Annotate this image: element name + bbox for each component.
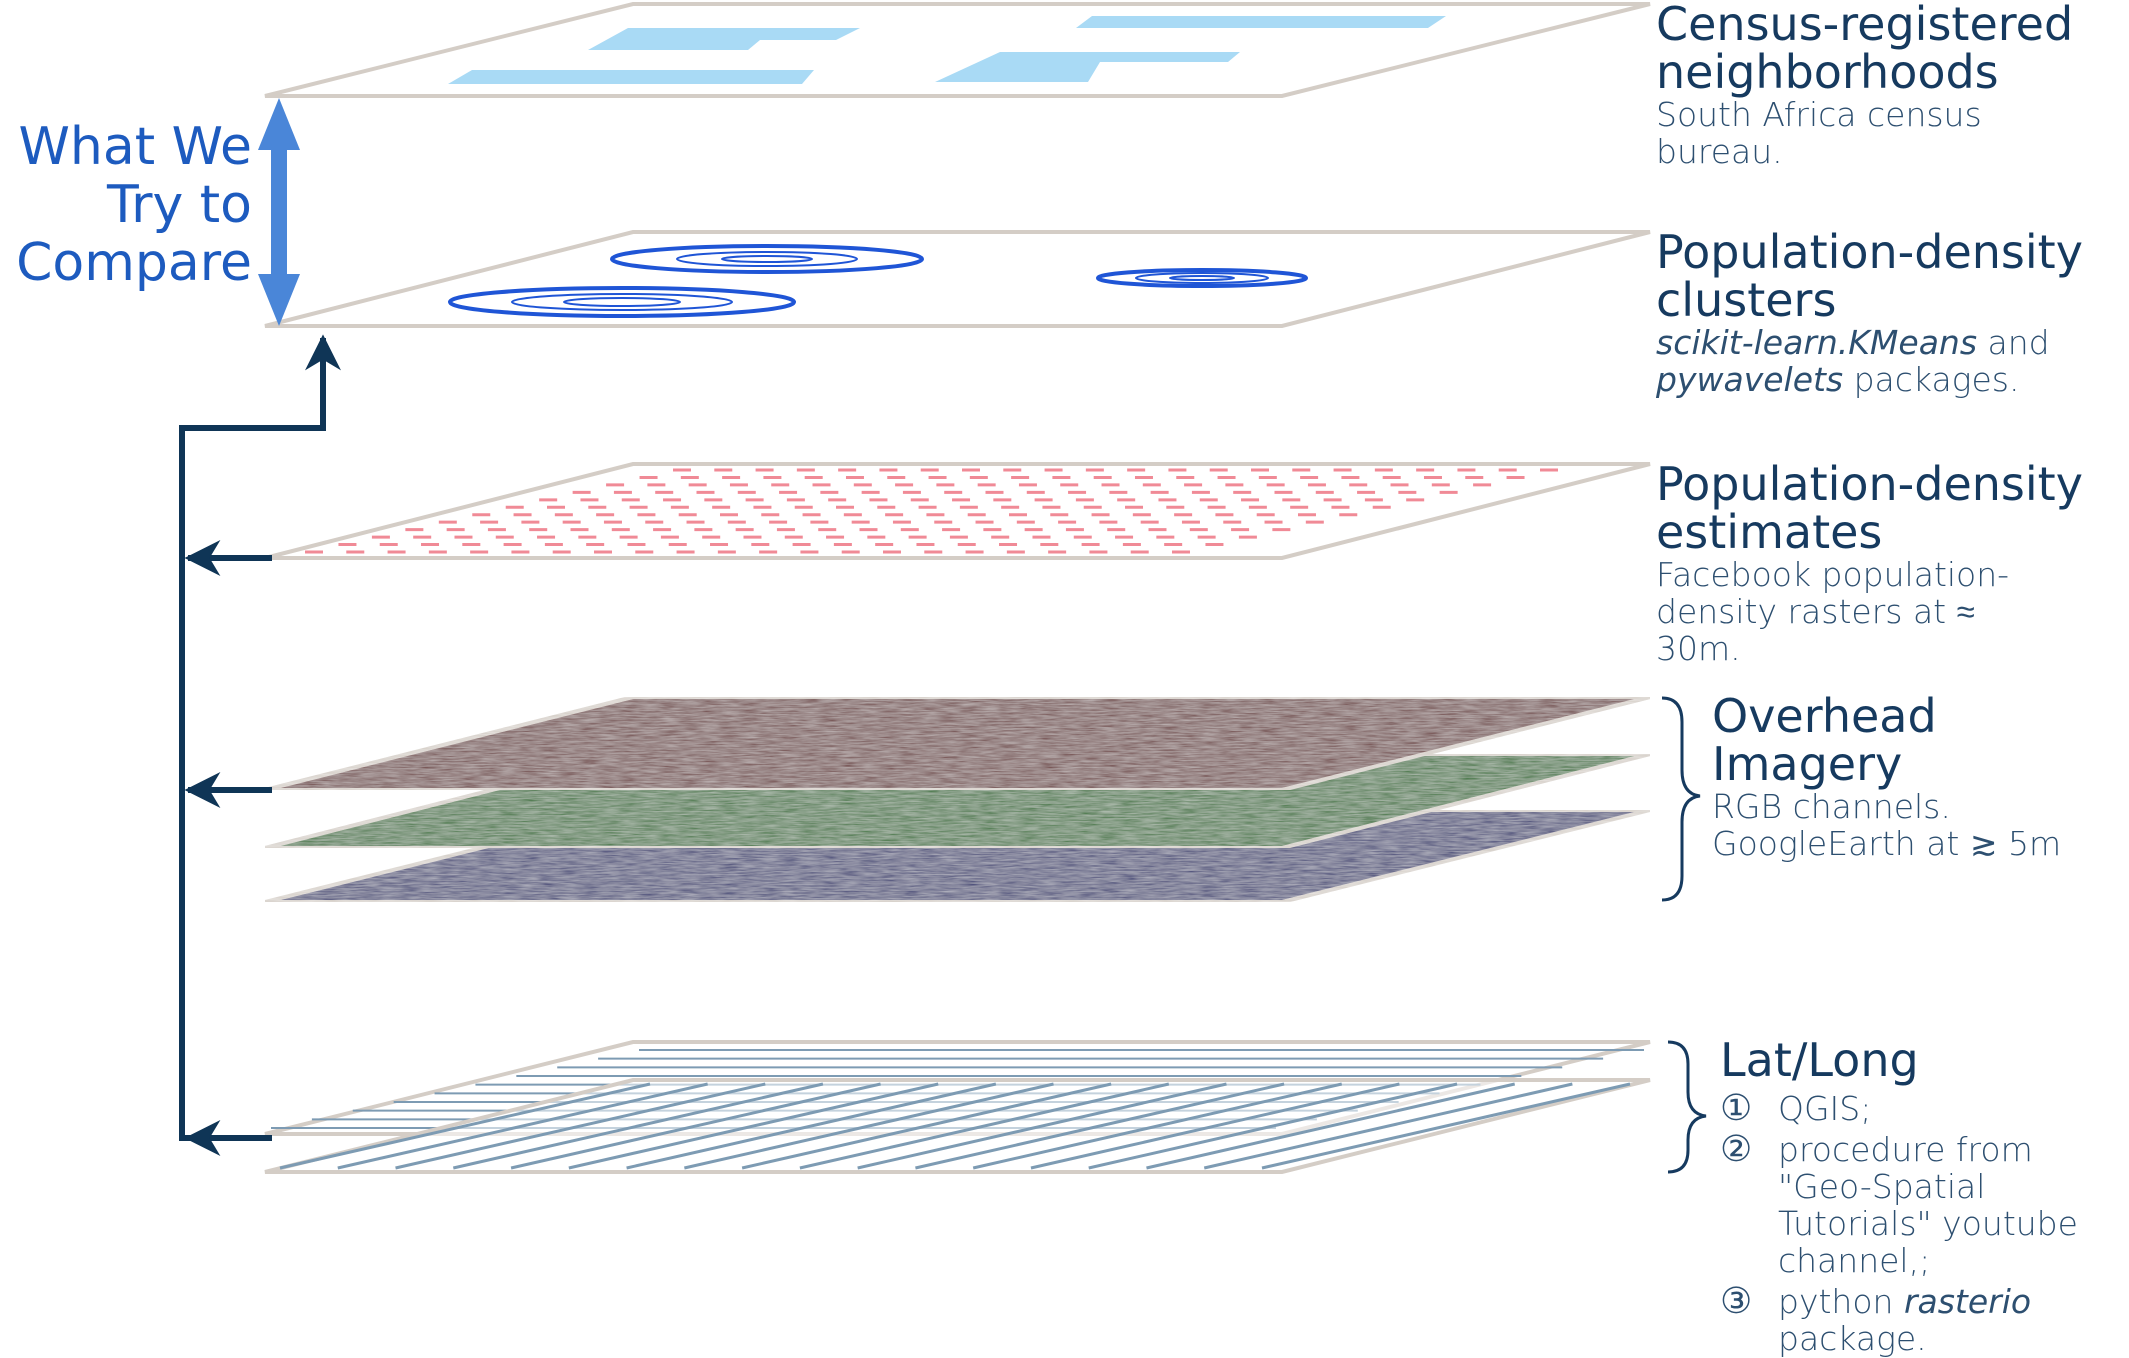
longitude-line (915, 1082, 1285, 1170)
latlong-plate-front (264, 1078, 1651, 1174)
longitude-line (337, 1082, 708, 1170)
clusters-plate (264, 230, 1651, 328)
imagery-layer (264, 695, 1651, 904)
longitude-line (1261, 1082, 1631, 1170)
cluster-ring (563, 297, 681, 307)
census-neighborhood-patch (588, 28, 860, 50)
step-text: procedure from "Geo-Spatial Tutorials" y… (1778, 1130, 2078, 1280)
step-text-suffix: package. (1778, 1319, 1927, 1358)
longitude-line (626, 1082, 997, 1170)
longitude-line (799, 1082, 1170, 1170)
cluster-ring (1135, 272, 1269, 284)
longitude-lines (279, 1082, 1631, 1170)
estimates-plate (264, 462, 1651, 560)
imagery-red-plate (264, 695, 1651, 792)
layer-stack-diagram: What We Try to Compare Census-registered… (16, 0, 2126, 1357)
longitude-line (684, 1082, 1054, 1170)
longitude-line (452, 1082, 824, 1170)
clusters-packages: scikit-learn.KMeans and pywavelets packa… (1656, 324, 2096, 398)
longitude-line (1203, 1082, 1573, 1170)
imagery-resolution: GoogleEarth at ≳ 5m (1712, 824, 2062, 863)
clusters-title: Population-density clusters (1656, 225, 2083, 327)
imagery-label: Overhead Imagery RGB channels. GoogleEar… (1712, 692, 2122, 862)
longitude-line (972, 1082, 1343, 1170)
longitude-line (568, 1082, 939, 1170)
data-flow-arrows (179, 334, 341, 1156)
longitude-line (279, 1082, 651, 1170)
latlong-title: Lat/Long (1720, 1033, 1919, 1087)
rasterio-package: rasterio (1903, 1282, 2032, 1321)
latlong-label: Lat/Long (1720, 1036, 2120, 1084)
census-label: Census-registered neighborhoods South Af… (1656, 0, 2126, 170)
cluster-ring (676, 251, 858, 267)
estimates-source: Facebook population-density rasters at ≈… (1656, 555, 2010, 668)
cluster-rings (448, 244, 1308, 318)
census-layer (264, 1, 1651, 98)
step-number: ③ (1720, 1281, 1753, 1322)
longitude-line (1146, 1082, 1516, 1170)
latlong-step: ① QGIS; (1720, 1090, 2120, 1127)
cluster-ring (721, 255, 813, 263)
imagery-title: Overhead Imagery (1712, 689, 1937, 791)
longitude-line (741, 1082, 1112, 1170)
clusters-layer (264, 230, 1651, 328)
cluster-ring (610, 244, 924, 274)
longitude-line (857, 1082, 1227, 1170)
census-source: South Africa census bureau. (1656, 95, 1982, 171)
clusters-label: Population-density clusters scikit-learn… (1656, 228, 2116, 398)
census-neighborhood-patch (1076, 16, 1446, 28)
latlong-step: ③ python rasterio package. (1720, 1283, 2120, 1357)
latlong-step: ② procedure from "Geo-Spatial Tutorials"… (1720, 1131, 2120, 1279)
longitude-line (395, 1082, 766, 1170)
cluster-ring (448, 286, 796, 318)
longitude-line (1030, 1082, 1400, 1170)
census-neighborhood-patch (935, 52, 1240, 82)
estimates-layer (264, 462, 1651, 560)
step-number: ① (1720, 1088, 1753, 1129)
estimates-title: Population-density estimates (1656, 457, 2083, 559)
imagery-channels: RGB channels. (1712, 787, 1951, 826)
latlong-steps: ① QGIS; ② procedure from "Geo-Spatial Tu… (1720, 1090, 2120, 1357)
packages-text: packages. (1843, 360, 2020, 399)
latlong-brace (1667, 1040, 1707, 1174)
step-text-prefix: python (1778, 1282, 1904, 1321)
longitude-line (1088, 1082, 1458, 1170)
compare-double-arrow (258, 98, 300, 326)
step-number: ② (1720, 1129, 1753, 1170)
estimate-dash-grid (305, 468, 1558, 554)
step-text: QGIS; (1778, 1089, 1872, 1128)
cluster-ring (1169, 275, 1235, 281)
compare-label: What We Try to Compare (16, 117, 252, 293)
census-title: Census-registered neighborhoods (1656, 0, 2074, 99)
cluster-ring (1096, 268, 1308, 288)
imagery-brace (1661, 696, 1701, 902)
cluster-ring (511, 293, 733, 311)
latlong-layer (264, 1040, 1651, 1174)
census-neighborhood-patch (448, 70, 814, 84)
pywavelets-package: pywavelets (1656, 360, 1844, 399)
longitude-line (510, 1082, 881, 1170)
and-text: and (1977, 323, 2050, 362)
estimates-label: Population-density estimates Facebook po… (1656, 460, 2116, 667)
main-trunk-arrow (179, 334, 341, 1141)
kmeans-package: scikit-learn.KMeans (1656, 323, 1978, 362)
diagram-canvas (179, 1, 1707, 1174)
